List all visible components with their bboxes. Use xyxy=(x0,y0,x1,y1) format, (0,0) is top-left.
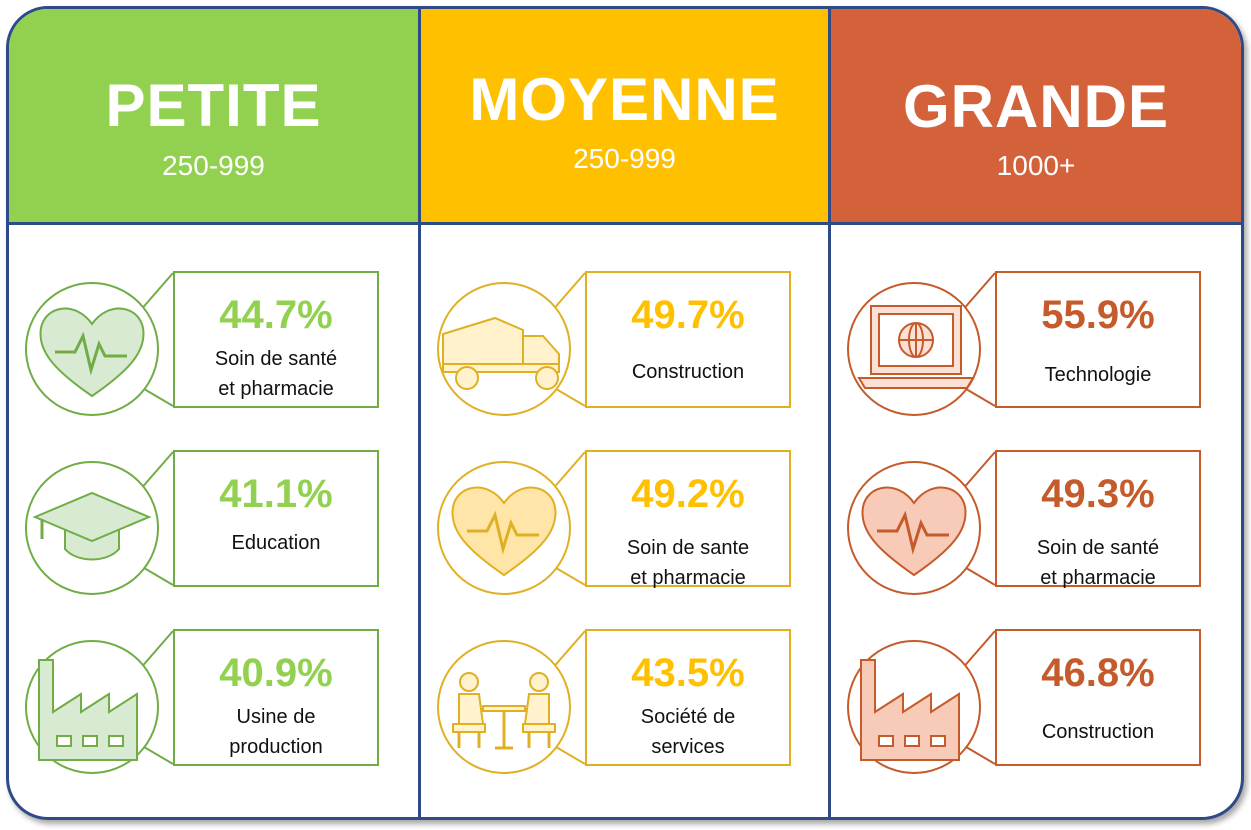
stat-percent: 46.8% xyxy=(1041,651,1155,695)
stat-card-2: 41.1% Education xyxy=(9,450,419,595)
column-large: GRANDE 1000+ 55.9% Technologie 49.3% Soi… xyxy=(831,9,1241,817)
factory-icon xyxy=(847,640,981,774)
column-small: PETITE 250-999 44.7% Soin de santé et ph… xyxy=(9,9,418,817)
stat-box: 49.2% Soin de sante et pharmacie xyxy=(585,450,791,589)
header-title: MOYENNE xyxy=(469,66,780,133)
stat-box: 46.8% Construction xyxy=(995,629,1201,766)
stat-label-line2: services xyxy=(651,736,725,758)
truck-icon xyxy=(437,282,571,416)
stat-card-2: 49.2% Soin de sante et pharmacie xyxy=(421,450,831,595)
stat-card-3: 46.8% Construction xyxy=(831,629,1241,774)
header-range: 250-999 xyxy=(162,150,265,181)
stat-label-line2: et pharmacie xyxy=(218,378,334,400)
stat-card-1: 49.7% Construction xyxy=(421,271,831,416)
stat-card-3: 40.9% Usine de production xyxy=(9,629,419,774)
stat-card-2: 49.3% Soin de santé et pharmacie xyxy=(831,450,1241,595)
laptop-globe-icon xyxy=(847,282,981,416)
column-divider xyxy=(418,9,421,817)
stat-percent: 44.7% xyxy=(219,293,333,337)
header-range: 1000+ xyxy=(996,150,1076,181)
stat-percent: 49.7% xyxy=(631,293,745,337)
header-title: GRANDE xyxy=(902,73,1169,140)
header-small: PETITE 250-999 xyxy=(9,9,418,222)
stat-box: 44.7% Soin de santé et pharmacie xyxy=(173,271,379,408)
stat-label-line1: Soin de sante xyxy=(626,537,750,559)
header-divider xyxy=(9,222,1241,225)
stat-box: 40.9% Usine de production xyxy=(173,629,379,766)
stat-label-line1: Education xyxy=(231,532,321,554)
meeting-icon xyxy=(437,640,571,774)
factory-icon xyxy=(25,640,159,774)
column-divider xyxy=(828,9,831,817)
graduation-cap-icon xyxy=(25,461,159,595)
stat-label-line1: Construction xyxy=(1041,721,1155,743)
stat-percent: 55.9% xyxy=(1041,293,1155,337)
stat-label-line2: et pharmacie xyxy=(630,567,746,589)
stat-card-3: 43.5% Société de services xyxy=(421,629,831,774)
stat-label-line2: et pharmacie xyxy=(1040,567,1156,589)
header-range: 250-999 xyxy=(573,143,676,174)
heart-pulse-icon xyxy=(25,282,159,416)
stat-percent: 43.5% xyxy=(631,651,745,695)
stat-box: 55.9% Technologie xyxy=(995,271,1201,408)
stat-box: 49.7% Construction xyxy=(585,271,791,408)
header-title: PETITE xyxy=(105,72,322,139)
stat-card-1: 55.9% Technologie xyxy=(831,271,1241,416)
stat-label-line1: Technologie xyxy=(1044,364,1152,386)
infographic-frame: PETITE 250-999 44.7% Soin de santé et ph… xyxy=(6,6,1244,820)
stat-box: 43.5% Société de services xyxy=(585,629,791,766)
heart-pulse-icon xyxy=(847,461,981,595)
column-medium: MOYENNE 250-999 49.7% Construction 49.2%… xyxy=(421,9,828,817)
stat-percent: 41.1% xyxy=(219,472,333,516)
stat-label-line1: Usine de xyxy=(236,706,316,728)
stat-box: 49.3% Soin de santé et pharmacie xyxy=(995,450,1201,589)
stat-label-line1: Construction xyxy=(631,361,745,383)
stat-label-line2: production xyxy=(229,736,323,758)
heart-pulse-icon xyxy=(437,461,571,595)
stat-percent: 40.9% xyxy=(219,651,333,695)
header-medium: MOYENNE 250-999 xyxy=(421,9,828,222)
stat-box: 41.1% Education xyxy=(173,450,379,587)
stat-percent: 49.3% xyxy=(1041,472,1155,516)
header-large: GRANDE 1000+ xyxy=(831,9,1241,222)
stat-label-line1: Soin de santé xyxy=(1036,537,1160,559)
stat-card-1: 44.7% Soin de santé et pharmacie xyxy=(9,271,419,416)
stat-percent: 49.2% xyxy=(631,472,745,516)
stat-label-line1: Soin de santé xyxy=(214,348,338,370)
stat-label-line1: Société de xyxy=(640,706,736,728)
